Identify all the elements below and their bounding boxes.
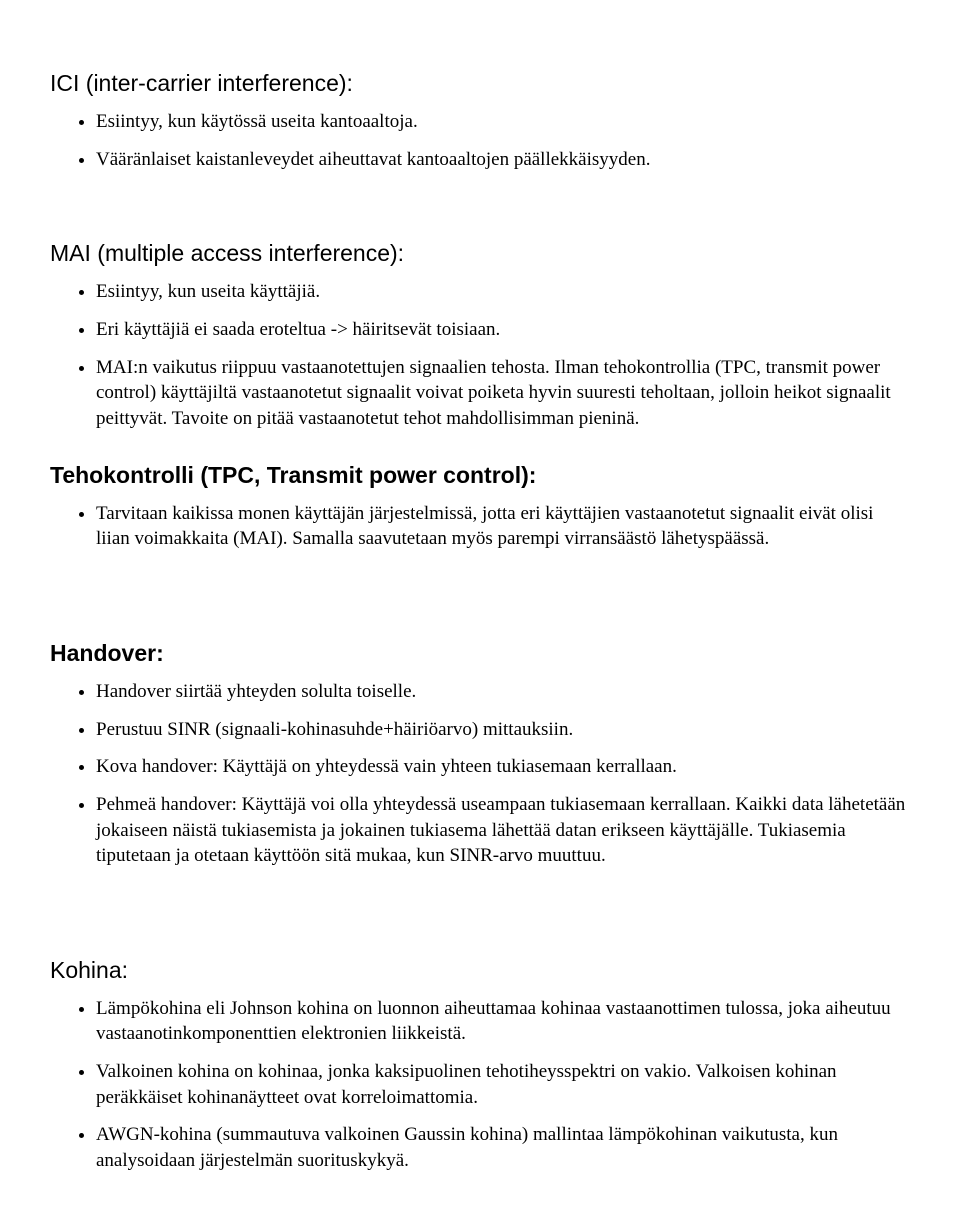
list-tpc: Tarvitaan kaikissa monen käyttäjän järje… [50,501,910,552]
list-item: AWGN-kohina (summautuva valkoinen Gaussi… [96,1122,910,1173]
list-item: Kova handover: Käyttäjä on yhteydessä va… [96,754,910,780]
list-item: Vääränlaiset kaistanleveydet aiheuttavat… [96,147,910,173]
list-item: MAI:n vaikutus riippuu vastaanotettujen … [96,355,910,432]
list-item: Valkoinen kohina on kohinaa, jonka kaksi… [96,1059,910,1110]
list-ici: Esiintyy, kun käytössä useita kantoaalto… [50,109,910,172]
list-item: Perustuu SINR (signaali-kohinasuhde+häir… [96,717,910,743]
list-item: Eri käyttäjiä ei saada eroteltua -> häir… [96,317,910,343]
section-heading-ici: ICI (inter-carrier interference): [50,68,910,99]
list-mai: Esiintyy, kun useita käyttäjiä. Eri käyt… [50,279,910,431]
list-kohina: Lämpökohina eli Johnson kohina on luonno… [50,996,910,1174]
section-heading-handover: Handover: [50,638,910,669]
section-heading-kohina: Kohina: [50,955,910,986]
list-item: Pehmeä handover: Käyttäjä voi olla yhtey… [96,792,910,869]
list-item: Handover siirtää yhteyden solulta toisel… [96,679,910,705]
list-handover: Handover siirtää yhteyden solulta toisel… [50,679,910,869]
section-heading-mai: MAI (multiple access interference): [50,238,910,269]
list-item: Lämpökohina eli Johnson kohina on luonno… [96,996,910,1047]
list-item: Esiintyy, kun useita käyttäjiä. [96,279,910,305]
list-item: Tarvitaan kaikissa monen käyttäjän järje… [96,501,910,552]
section-heading-tpc: Tehokontrolli (TPC, Transmit power contr… [50,460,910,491]
list-item: Esiintyy, kun käytössä useita kantoaalto… [96,109,910,135]
